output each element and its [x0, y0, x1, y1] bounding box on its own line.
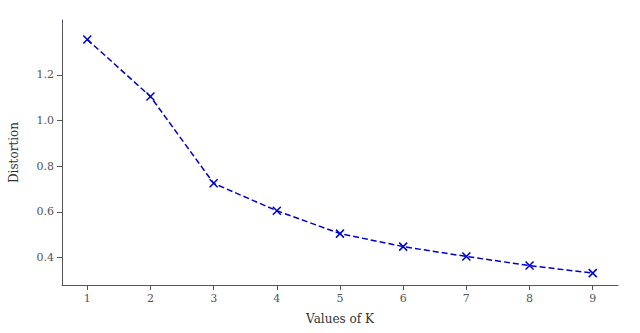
svg-text:0.4: 0.4	[37, 251, 55, 264]
svg-text:6: 6	[400, 292, 407, 305]
svg-text:5: 5	[337, 292, 344, 305]
svg-text:0.6: 0.6	[37, 205, 55, 218]
svg-text:7: 7	[463, 292, 470, 305]
svg-text:4: 4	[273, 292, 280, 305]
svg-text:Distortion: Distortion	[7, 122, 21, 183]
svg-text:9: 9	[589, 292, 596, 305]
svg-text:1.2: 1.2	[37, 68, 55, 81]
svg-text:1: 1	[84, 292, 91, 305]
svg-text:1.0: 1.0	[37, 114, 55, 127]
svg-text:Values of K: Values of K	[305, 312, 375, 326]
svg-text:2: 2	[147, 292, 154, 305]
svg-text:3: 3	[210, 292, 217, 305]
svg-text:8: 8	[526, 292, 533, 305]
svg-text:0.8: 0.8	[37, 160, 55, 173]
